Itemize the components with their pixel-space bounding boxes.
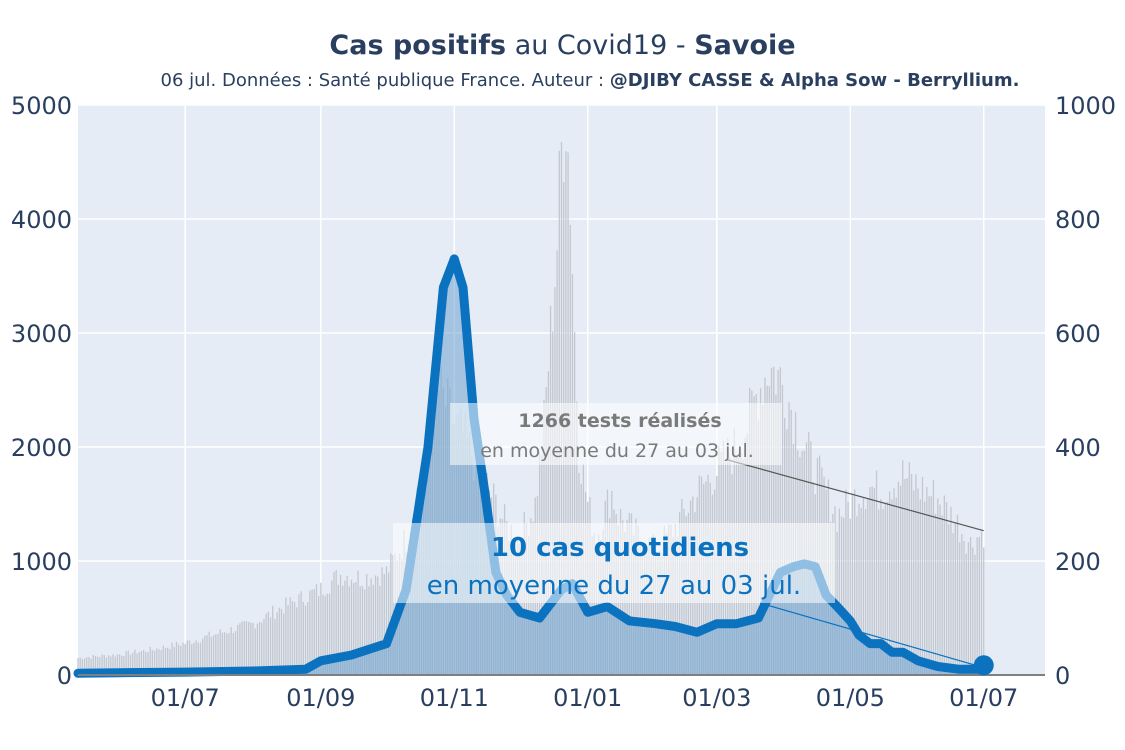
y-left-tick-label: 3000 (11, 320, 72, 348)
y-left-tick-label: 5000 (11, 92, 72, 120)
axis-ticks: 0 1000 2000 3000 4000 5000 0 200 400 600 800 1000 01… (11, 92, 1116, 712)
y-right-tick-label: 200 (1055, 548, 1101, 576)
y-right-tick-label: 0 (1055, 662, 1070, 690)
cases-annotation-subtitle: en moyenne du 27 au 03 jul. (427, 571, 801, 601)
subtitle-text: 06 jul. Données : Santé publique France.… (160, 70, 610, 91)
cases-line (73, 254, 989, 678)
y-right-tick-label: 600 (1055, 320, 1101, 348)
x-tick-label: 01/07 (949, 684, 1018, 712)
tests-annotation-title: 1266 tests réalisés (518, 410, 721, 432)
cases-annotation-pointer (759, 602, 976, 666)
x-tick-label: 01/11 (420, 684, 489, 712)
x-tick-label: 01/09 (286, 684, 355, 712)
cases-end-marker (973, 655, 994, 676)
tests-annotation-pointer (727, 459, 984, 532)
y-left-tick-label: 4000 (11, 206, 72, 234)
x-tick-label: 01/05 (816, 684, 885, 712)
y-left-tick-label: 0 (57, 662, 72, 690)
y-right-tick-label: 400 (1055, 434, 1101, 462)
y-left-tick-label: 2000 (11, 434, 72, 462)
title-middle: au Covid19 - (506, 30, 695, 61)
y-left-tick-label: 1000 (11, 548, 72, 576)
chart-title: Cas positifs au Covid19 - Savoie (0, 30, 1125, 61)
subtitle-author: @DJIBY CASSE & Alpha Sow - Berryllium. (609, 70, 1020, 91)
cases-annotation-title: 10 cas quotidiens (491, 533, 749, 563)
title-bold: Cas positifs (329, 30, 507, 61)
x-tick-label: 01/07 (151, 684, 220, 712)
y-right-tick-label: 1000 (1055, 92, 1116, 120)
cases-annotation-box (393, 523, 835, 603)
y-right-tick-label: 800 (1055, 206, 1101, 234)
title-region: Savoie (694, 30, 796, 61)
tests-annotation-subtitle: en moyenne du 27 au 03 jul. (480, 440, 754, 462)
tests-annotation-box (450, 403, 782, 465)
x-tick-label: 01/03 (682, 684, 751, 712)
x-tick-label: 01/01 (553, 684, 622, 712)
chart-subtitle: 06 jul. Données : Santé publique France.… (0, 70, 1125, 91)
